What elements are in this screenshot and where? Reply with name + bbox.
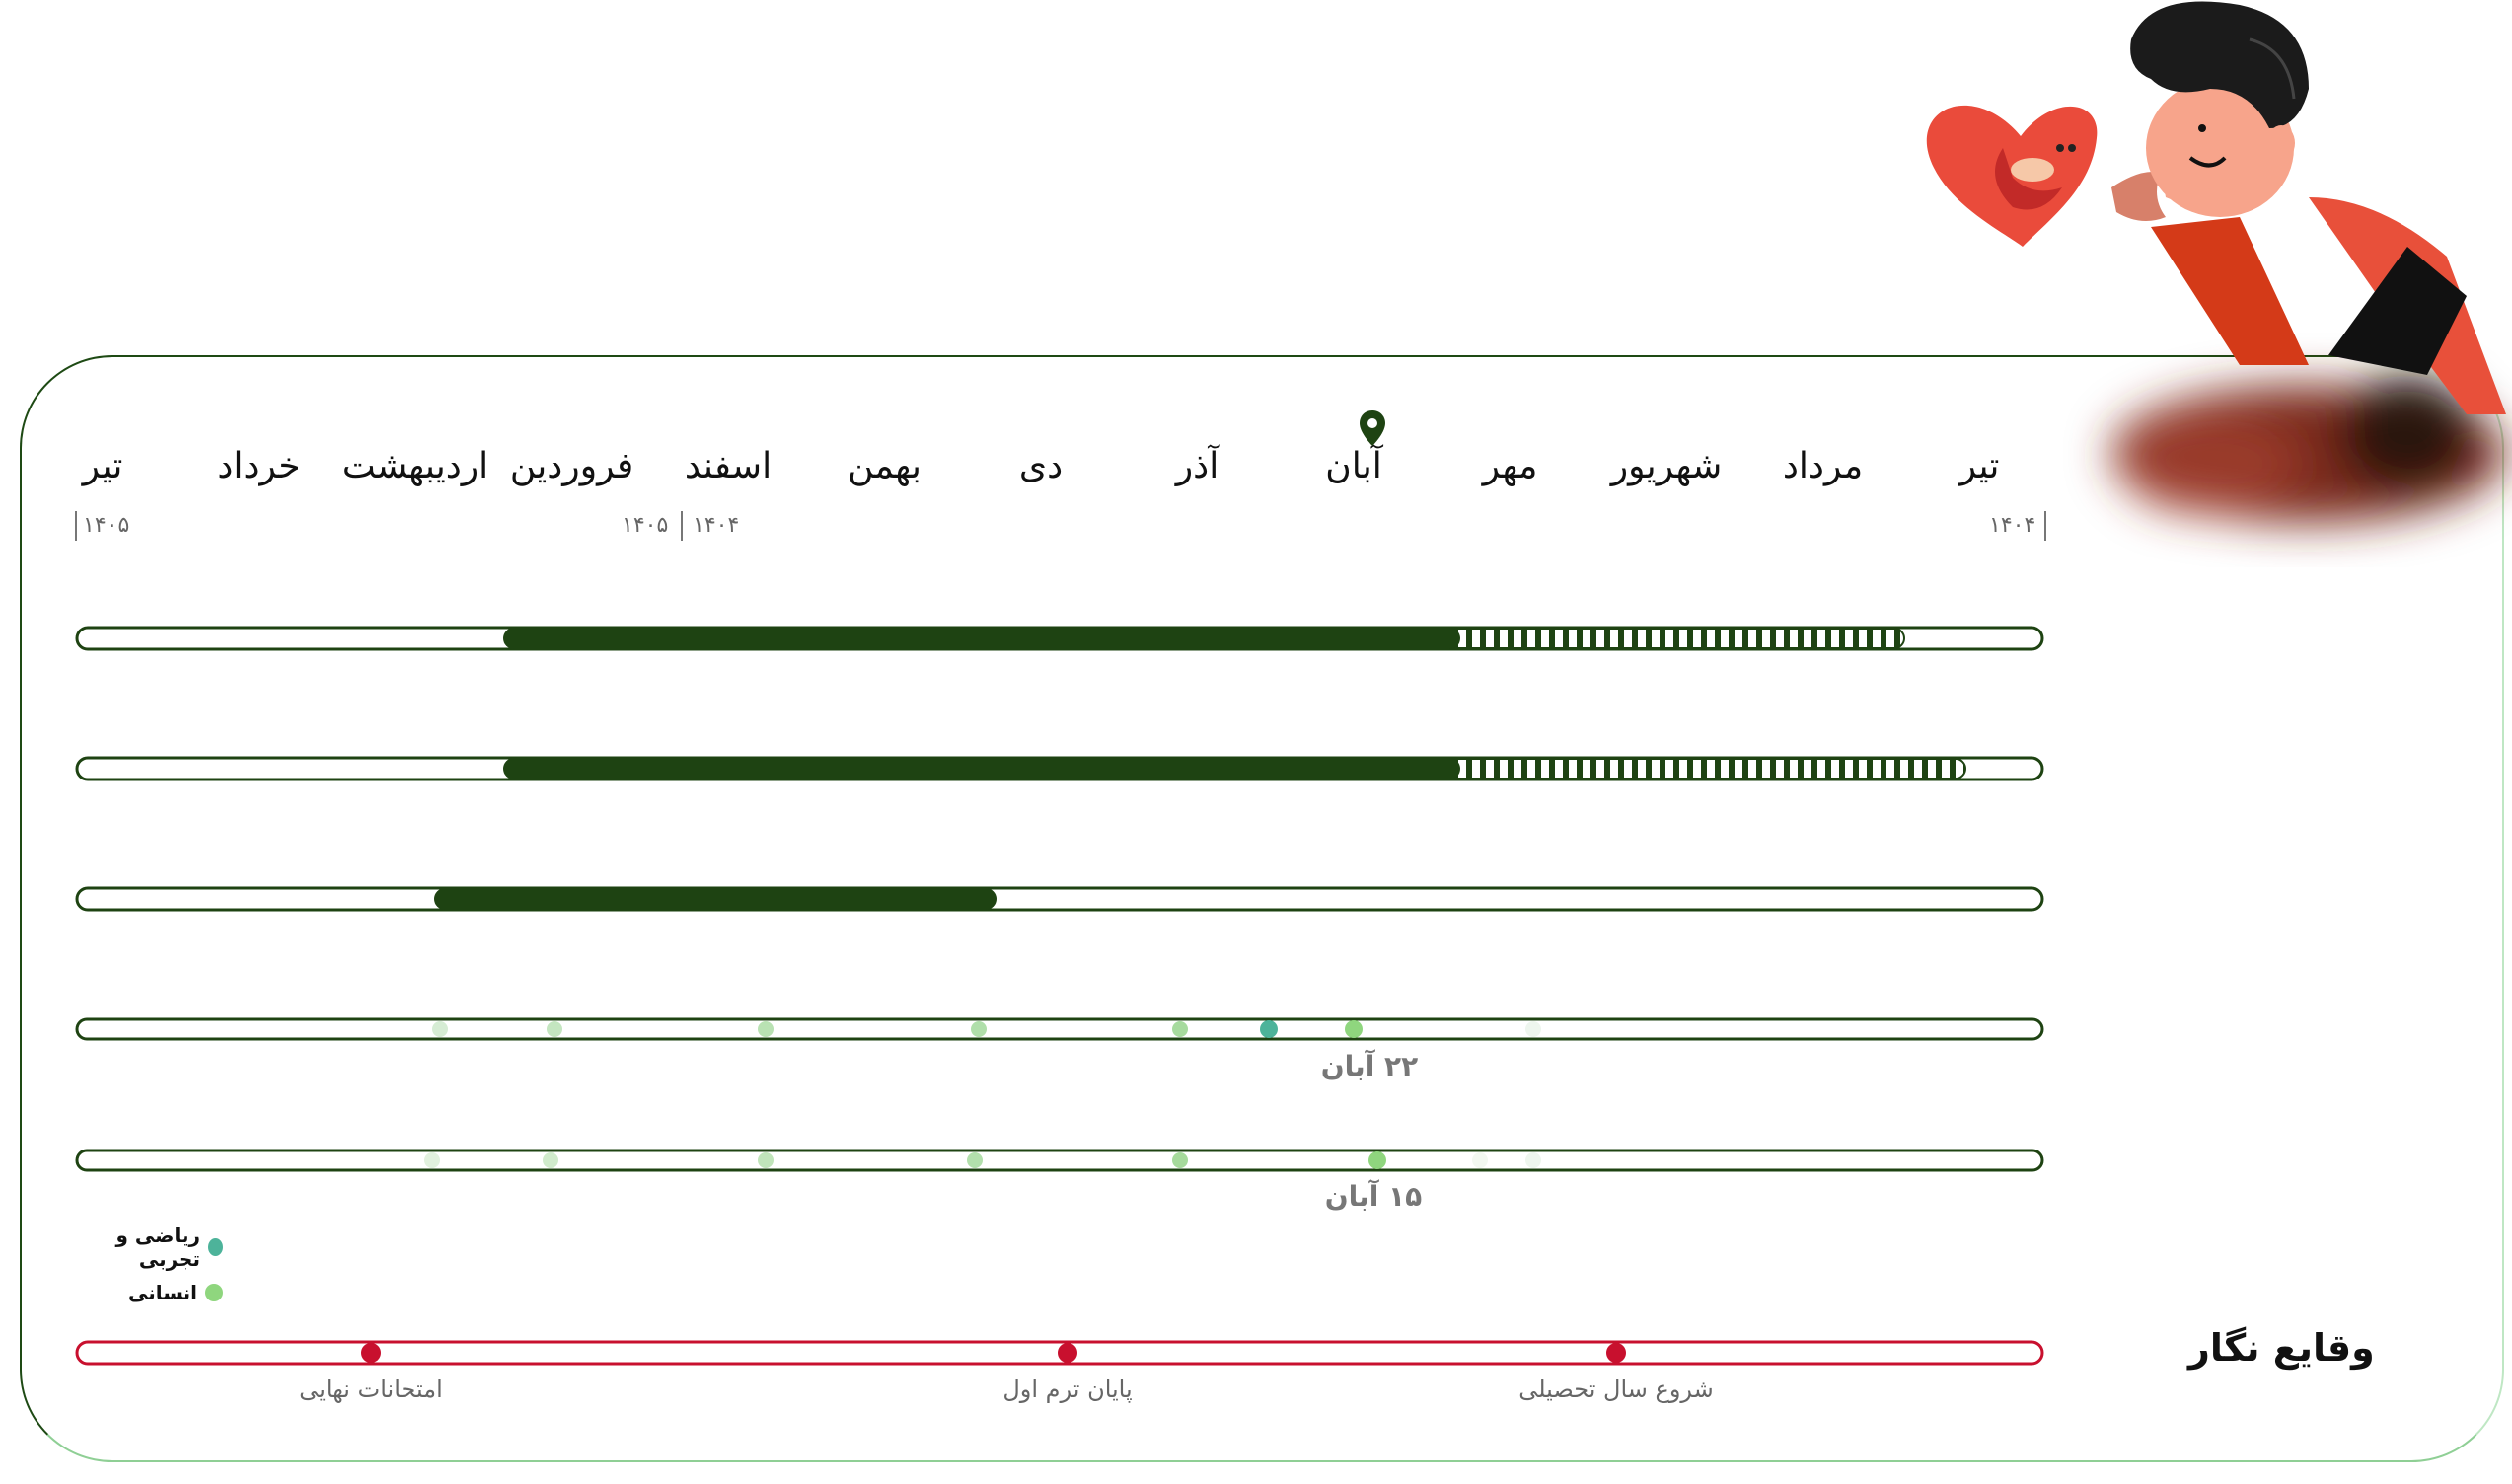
dot-marker[interactable] bbox=[547, 1021, 562, 1037]
year-tick-end bbox=[75, 511, 77, 541]
character-illustration bbox=[1926, 1, 2506, 523]
dot-marker[interactable] bbox=[1525, 1021, 1541, 1037]
track-row-4 bbox=[75, 1017, 2044, 1041]
track-row-2-striped-segment bbox=[1440, 758, 1966, 779]
dot-marker[interactable] bbox=[543, 1152, 558, 1168]
dot-marker[interactable] bbox=[1172, 1021, 1188, 1037]
dot-marker[interactable] bbox=[1525, 1152, 1541, 1168]
legend-item-riazi: ریاضی و تجربی bbox=[73, 1224, 223, 1271]
track-row-2-filled-segment bbox=[503, 758, 1460, 779]
month-label-mordad: مرداد bbox=[1782, 446, 1864, 486]
legend-item-ensani: انسانی bbox=[73, 1281, 223, 1304]
dot-marker[interactable] bbox=[1472, 1152, 1488, 1168]
track-row-5 bbox=[75, 1149, 2044, 1172]
event-marker-end-first-term[interactable] bbox=[1058, 1343, 1077, 1363]
track-row-1-striped-segment bbox=[1440, 628, 1905, 649]
dot-label-row-5: ۱۵ آبان bbox=[1324, 1180, 1423, 1213]
dot-marker-ensani[interactable] bbox=[1368, 1151, 1386, 1169]
month-label-dey: دی bbox=[1018, 446, 1064, 486]
month-label-shahrivar: شهریور bbox=[1610, 446, 1723, 486]
year-label-boundary-1405: ۱۴۰۵ bbox=[622, 513, 669, 538]
month-label-aban: آبان bbox=[1325, 446, 1382, 486]
timeline-row-5 bbox=[75, 1149, 2044, 1172]
dot-marker[interactable] bbox=[432, 1021, 448, 1037]
legend-label: ریاضی و تجربی bbox=[115, 1224, 200, 1271]
timeline-row-3 bbox=[75, 886, 2044, 912]
events-row bbox=[75, 1340, 2044, 1366]
year-label-start: ۱۴۰۴ bbox=[1989, 513, 2036, 538]
event-marker-start-year[interactable] bbox=[1606, 1343, 1626, 1363]
month-label-azar: آذر bbox=[1175, 446, 1219, 486]
month-label-ordibehesht: اردیبهشت bbox=[341, 446, 489, 486]
dot-marker[interactable] bbox=[424, 1152, 440, 1168]
track-row-1-filled-segment bbox=[503, 628, 1460, 649]
month-label-tir-1404: تیر bbox=[1958, 446, 2000, 486]
event-label-end-first-term: پایان ترم اول bbox=[1002, 1375, 1133, 1403]
track-row-3-filled-segment bbox=[434, 888, 997, 910]
month-label-farvardin: فروردین bbox=[509, 446, 634, 486]
legend-swatch-icon bbox=[207, 1238, 223, 1256]
month-label-tir-1405: تیر bbox=[82, 446, 123, 486]
track-row-3 bbox=[75, 886, 2044, 912]
current-month-pin-icon bbox=[1360, 410, 1385, 446]
dot-marker-ensani[interactable] bbox=[1345, 1020, 1363, 1038]
dot-marker[interactable] bbox=[971, 1021, 987, 1037]
month-label-mehr: مهر bbox=[1482, 446, 1538, 486]
month-label-esfand: اسفند bbox=[684, 446, 773, 486]
legend: ریاضی و تجربی انسانی bbox=[73, 1224, 223, 1314]
dot-label-row-4: ۲۲ آبان bbox=[1320, 1050, 1419, 1082]
dot-marker[interactable] bbox=[1172, 1152, 1188, 1168]
month-label-bahman: بهمن bbox=[848, 446, 922, 486]
timeline-row-4 bbox=[75, 1017, 2044, 1041]
timeline-row-1 bbox=[75, 626, 2044, 651]
dot-marker-riazi[interactable] bbox=[1260, 1020, 1278, 1038]
legend-label: انسانی bbox=[128, 1281, 197, 1304]
year-label-end: ۱۴۰۵ bbox=[83, 513, 130, 538]
timeline-card bbox=[20, 355, 2504, 1462]
legend-swatch-icon bbox=[205, 1284, 223, 1301]
month-label-khordad: خرداد bbox=[217, 446, 301, 486]
dot-marker[interactable] bbox=[758, 1021, 774, 1037]
timeline-row-2 bbox=[75, 756, 2044, 781]
year-label-boundary-1404: ۱۴۰۴ bbox=[693, 513, 740, 538]
event-marker-final-exams[interactable] bbox=[361, 1343, 381, 1363]
dot-marker[interactable] bbox=[758, 1152, 774, 1168]
event-label-start-year: شروع سال تحصیلی bbox=[1518, 1375, 1714, 1403]
year-tick-boundary bbox=[681, 511, 683, 541]
event-label-final-exams: امتحانات نهایی bbox=[299, 1375, 443, 1403]
events-title: وقایع نگار bbox=[2188, 1326, 2375, 1370]
dot-marker[interactable] bbox=[967, 1152, 983, 1168]
year-tick-start bbox=[2044, 511, 2046, 541]
